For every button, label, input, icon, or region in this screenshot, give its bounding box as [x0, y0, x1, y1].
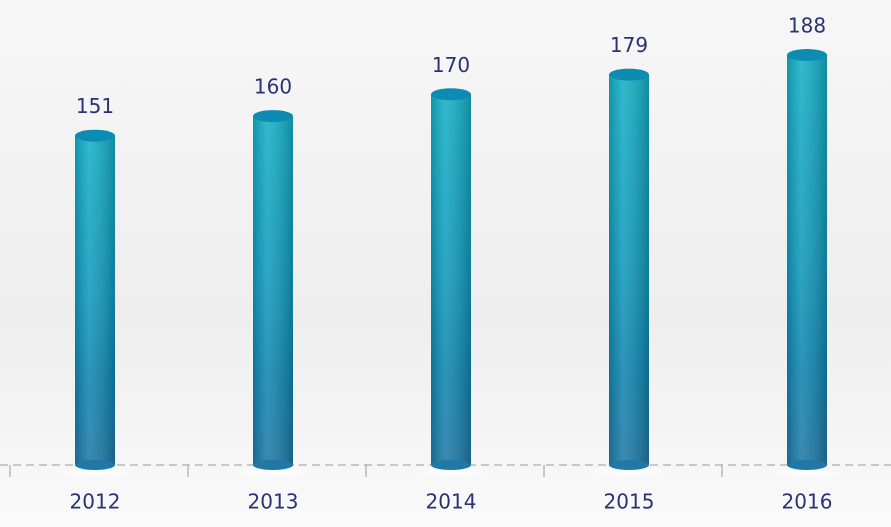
bar-bottom — [609, 460, 649, 470]
bar-top — [609, 68, 649, 81]
x-tick-label: 2012 — [70, 490, 121, 514]
bar-shadow — [231, 467, 315, 479]
value-label: 170 — [432, 53, 470, 77]
x-tick-label: 2016 — [782, 490, 833, 514]
value-label: 188 — [788, 14, 826, 38]
bar-top — [787, 49, 827, 61]
bar-shadow — [765, 467, 849, 479]
bar-bottom — [75, 460, 115, 470]
bar-shade — [431, 94, 471, 466]
value-label: 179 — [610, 33, 648, 57]
bar-shadow — [409, 467, 493, 479]
x-tick-label: 2013 — [248, 490, 299, 514]
value-label: 160 — [254, 75, 292, 99]
bar-bottom — [253, 460, 293, 470]
bar-shadow — [53, 467, 137, 479]
bar-shade — [253, 116, 293, 465]
bar-bottom — [431, 460, 471, 470]
bar-shade — [75, 135, 115, 466]
x-tick-label: 2014 — [426, 490, 477, 514]
value-label: 151 — [76, 94, 114, 118]
x-tick-label: 2015 — [604, 490, 655, 514]
bar-top — [253, 110, 293, 123]
bar-top — [431, 88, 471, 101]
bar-shade — [609, 74, 649, 466]
bar-shadow — [587, 467, 671, 479]
bar-bottom — [787, 460, 827, 470]
bar-shade — [787, 55, 827, 465]
bar-top — [75, 129, 115, 142]
